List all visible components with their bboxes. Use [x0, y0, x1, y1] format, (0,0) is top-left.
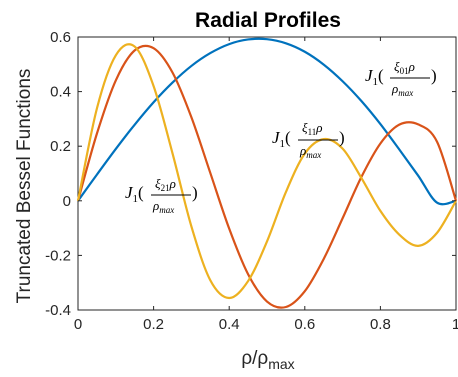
axes-box	[77, 36, 457, 311]
chart-title: Radial Profiles	[195, 9, 341, 32]
svg-text:ρmax: ρmax	[391, 81, 413, 98]
x-axis-label-main: ρ/ρ	[241, 348, 268, 369]
y-axis-label: Truncated Bessel Functions	[14, 69, 35, 304]
svg-text:J1(: J1(	[125, 183, 144, 205]
svg-text:): )	[431, 66, 437, 85]
y-tick-label-4: 0.4	[50, 84, 71, 101]
plot-area: 0 0.2 0.4 0.6 0.8 1 -0.4 -0.2 0 0.2 0.4 0.6	[45, 29, 458, 333]
svg-text:ξ21ρ: ξ21ρ	[155, 176, 176, 193]
x-axis-label: ρ/ρmax	[241, 348, 294, 372]
svg-text:): )	[339, 128, 345, 147]
y-tick-label-1: -0.2	[45, 247, 71, 264]
svg-text:ρmax: ρmax	[152, 198, 174, 215]
y-tick-label-5: 0.6	[50, 29, 71, 46]
svg-text:ρmax: ρmax	[299, 143, 321, 160]
annotation-j21: J1( ξ21ρ ρmax )	[125, 176, 198, 215]
y-tick-label-3: 0.2	[50, 138, 71, 155]
x-tick-label-5: 1	[452, 316, 458, 333]
annotation-j11: J1( ξ11ρ ρmax )	[272, 120, 345, 160]
x-tick-label-2: 0.4	[219, 316, 240, 333]
x-tick-label-4: 0.8	[370, 316, 391, 333]
annotation-j01: J1( ξ01ρ ρmax )	[365, 59, 437, 98]
svg-text:ξ11ρ: ξ11ρ	[302, 120, 323, 137]
x-tick-label-3: 0.6	[294, 316, 315, 333]
x-tick-label-1: 0.2	[143, 316, 164, 333]
series-line-2	[76, 43, 457, 300]
y-tick-label-0: -0.4	[45, 302, 71, 319]
y-tick-label-2: 0	[63, 193, 71, 210]
svg-text:J1(: J1(	[272, 128, 291, 150]
series-line-1	[76, 44, 458, 309]
x-tick-label-0: 0	[74, 316, 82, 333]
svg-text:J1(: J1(	[365, 66, 384, 88]
x-axis-label-sub: max	[268, 356, 294, 372]
series-line-0	[77, 37, 457, 206]
svg-text:): )	[192, 183, 198, 202]
svg-text:ξ01ρ: ξ01ρ	[394, 59, 415, 76]
